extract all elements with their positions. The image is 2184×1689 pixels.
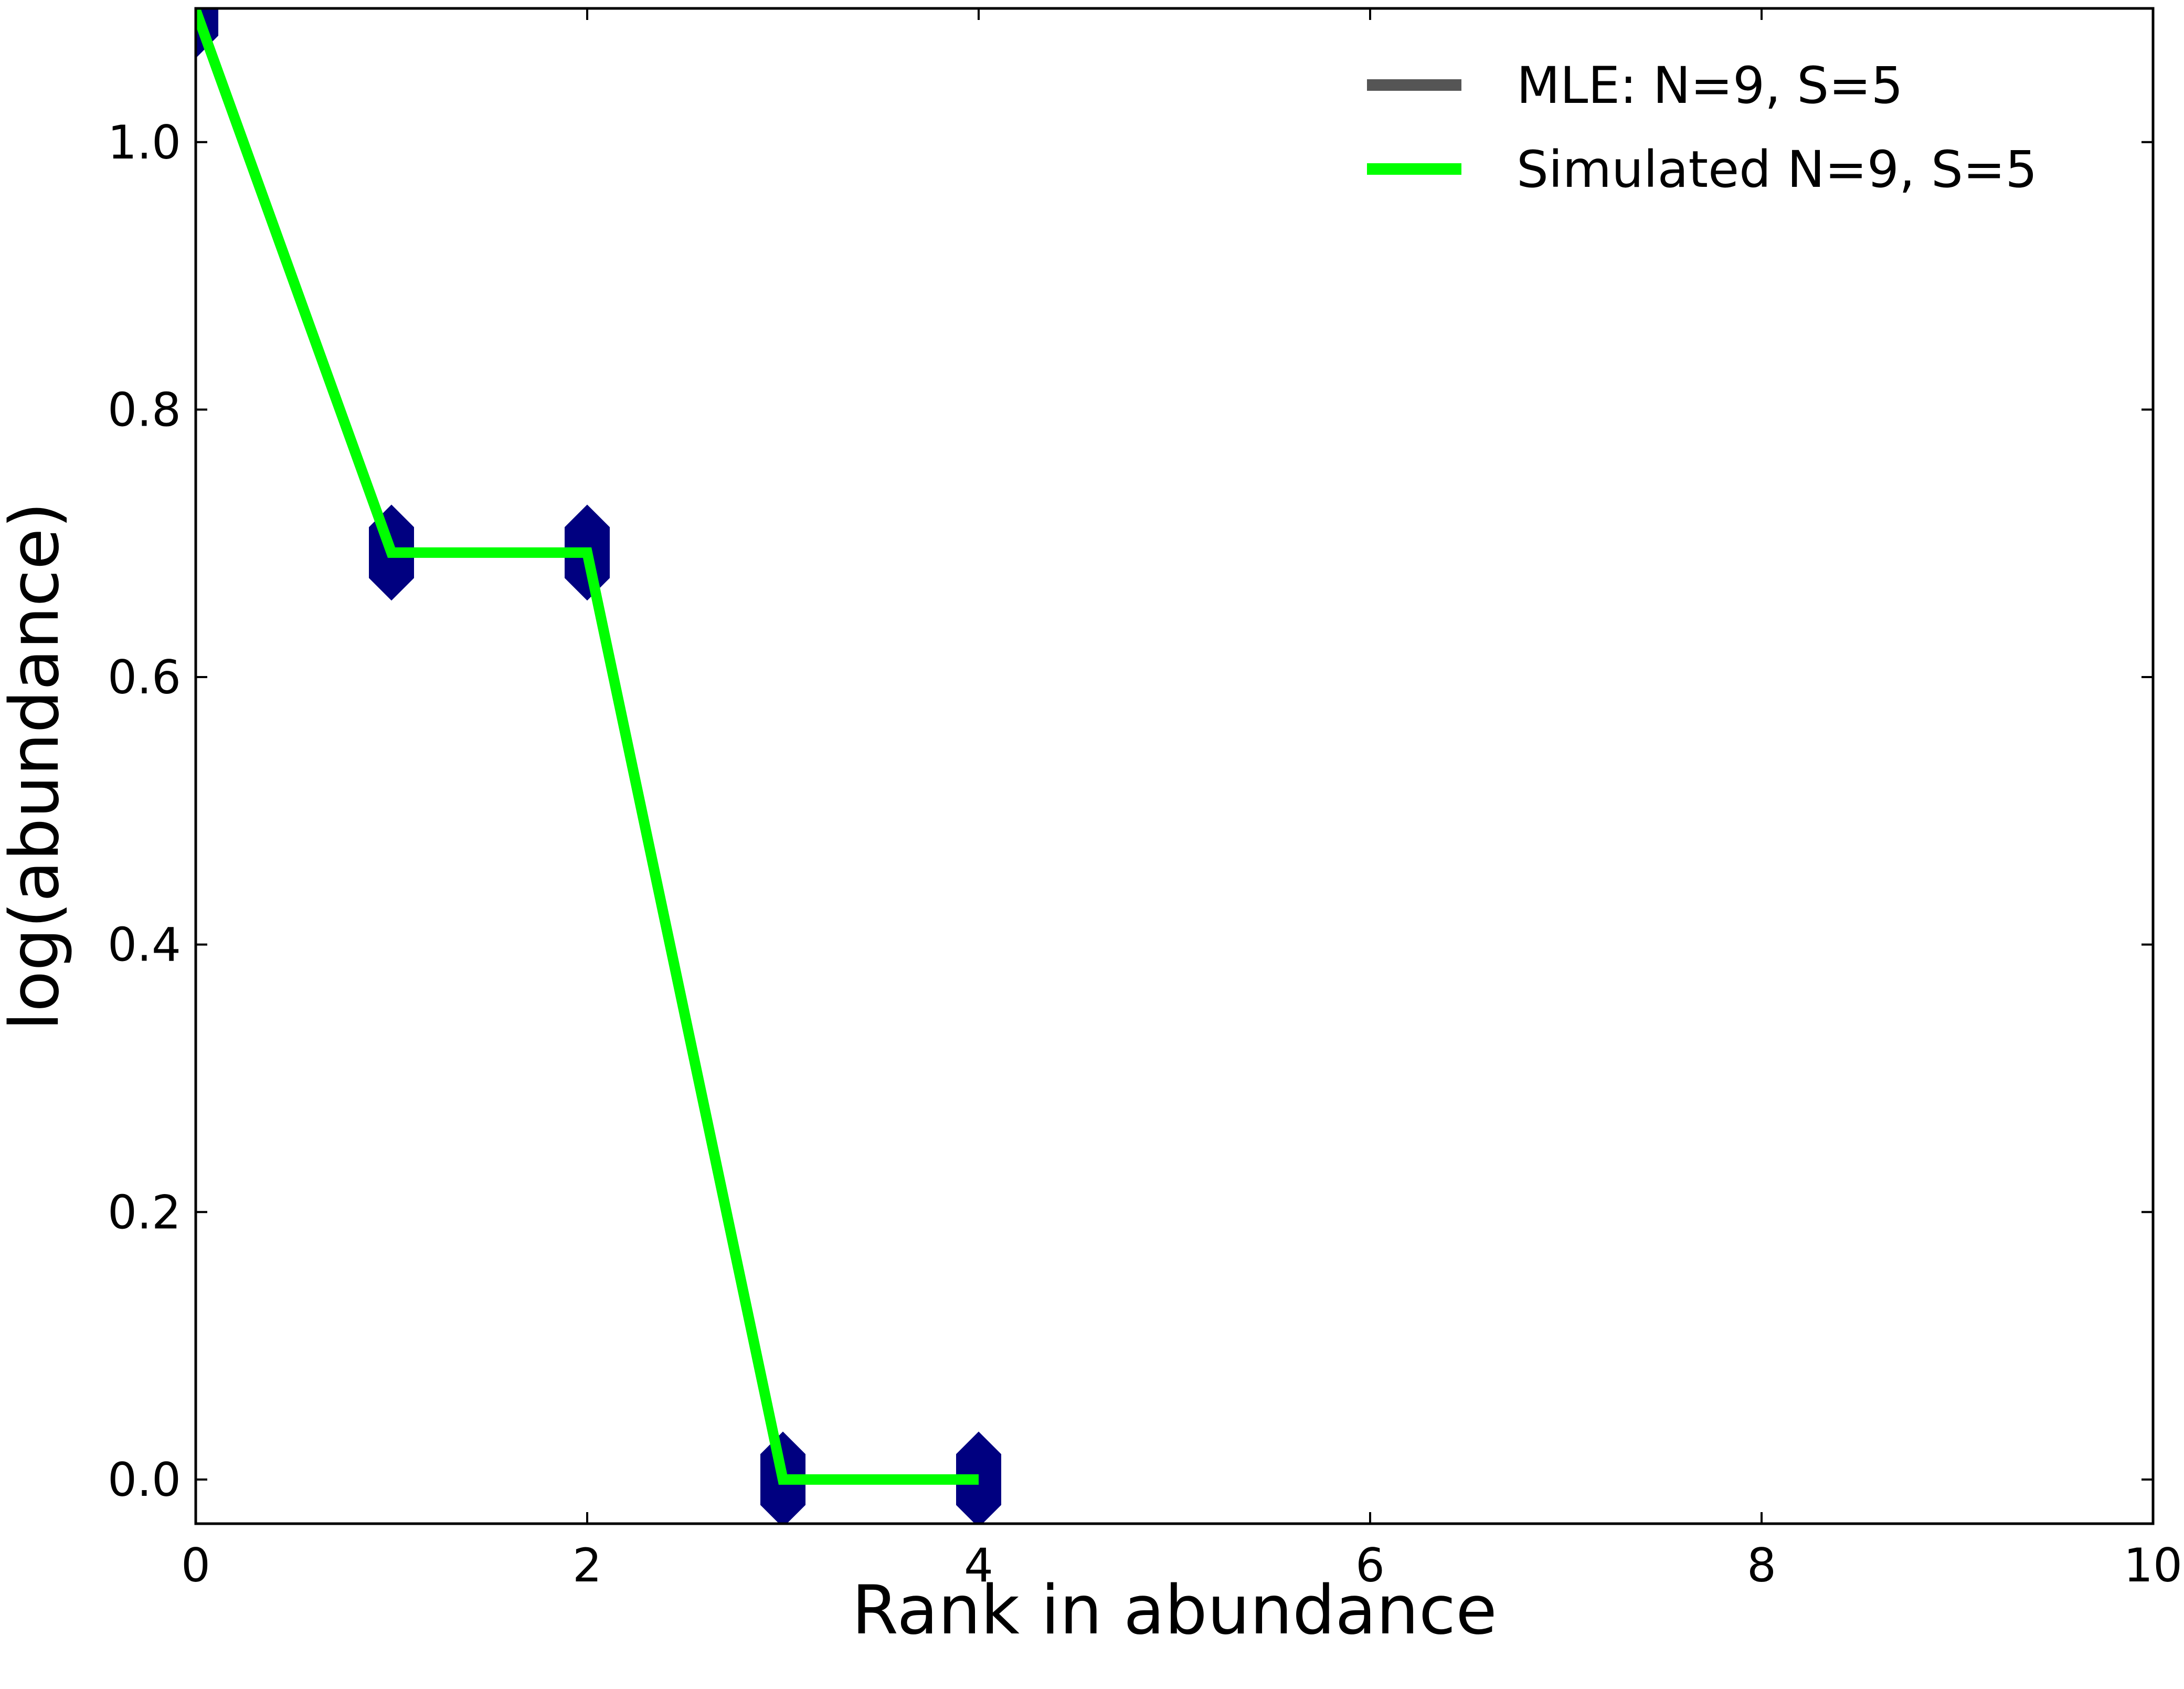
y-tick-label: 0.2 xyxy=(108,1185,181,1239)
y-tick-label: 1.0 xyxy=(108,115,181,170)
x-tick-label: 10 xyxy=(2124,1538,2182,1592)
x-axis-ticks: 0 2 4 6 8 10 xyxy=(181,8,2182,1592)
x-tick-label: 6 xyxy=(1355,1538,1385,1592)
y-tick-label: 0.8 xyxy=(108,383,181,437)
x-tick-label: 0 xyxy=(181,1538,210,1592)
y-axis-label: log(abundance) xyxy=(0,502,74,1031)
simulated-line xyxy=(196,8,979,1485)
y-axis-ticks: 0.0 0.2 0.4 0.6 0.8 1.0 xyxy=(108,115,2153,1507)
plot-frame xyxy=(194,7,2155,1525)
x-tick-label: 2 xyxy=(572,1538,602,1592)
y-tick-label: 0.4 xyxy=(108,918,181,972)
y-tick-label: 0.0 xyxy=(108,1453,181,1507)
x-tick-label: 4 xyxy=(964,1538,993,1592)
legend-label-mle: MLE: N=9, S=5 xyxy=(1517,56,1903,115)
x-tick-label: 8 xyxy=(1747,1538,1776,1592)
x-axis-label: Rank in abundance xyxy=(852,1571,1497,1650)
legend-label-simulated: Simulated N=9, S=5 xyxy=(1517,140,2037,199)
legend: MLE: N=9, S=5 Simulated N=9, S=5 xyxy=(1367,56,2037,199)
y-tick-label: 0.6 xyxy=(108,650,181,704)
plot-series xyxy=(196,8,1001,1524)
